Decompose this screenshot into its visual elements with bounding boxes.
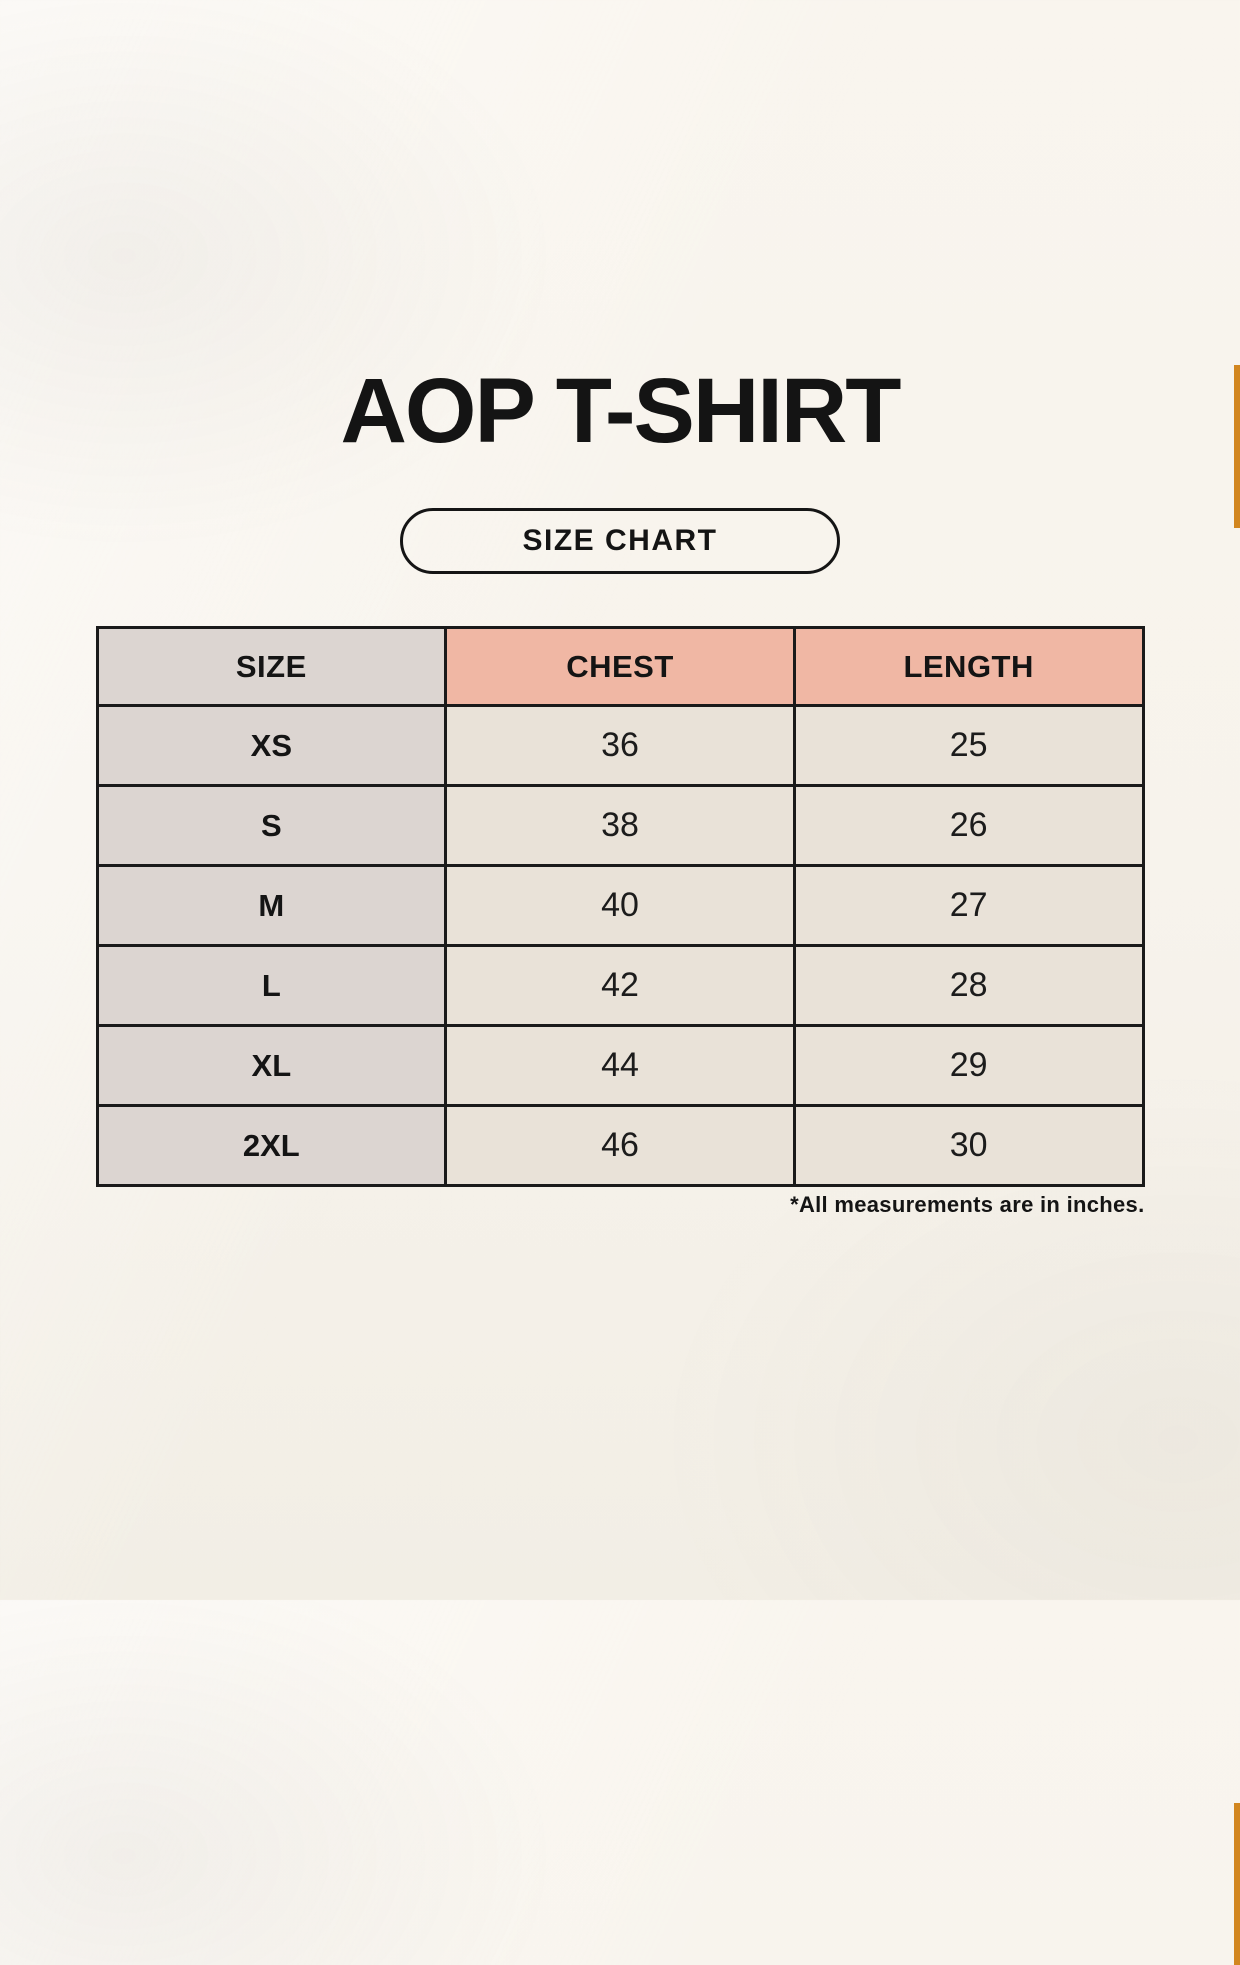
- length-value: 29: [792, 1024, 1145, 1107]
- page-title: AOP T-SHIRT: [340, 360, 901, 462]
- accent-stripe-top: [1234, 365, 1240, 528]
- size-label: XL: [95, 1024, 448, 1107]
- chest-value: 42: [444, 944, 796, 1027]
- column-header-length: LENGTH: [792, 626, 1145, 707]
- length-value: 25: [792, 704, 1145, 787]
- size-chart-badge[interactable]: SIZE CHART: [400, 508, 840, 574]
- size-label: S: [95, 784, 448, 867]
- size-label: XS: [95, 704, 448, 787]
- chest-value: 36: [444, 704, 796, 787]
- table-row: S 38 26: [95, 784, 1145, 867]
- measurements-footnote: *All measurements are in inches.: [790, 1192, 1145, 1217]
- chest-value: 46: [444, 1104, 796, 1187]
- size-label: L: [95, 944, 448, 1027]
- chest-value: 40: [444, 864, 796, 947]
- table-header-row: SIZE CHEST LENGTH: [95, 626, 1145, 707]
- size-label: 2XL: [95, 1104, 448, 1187]
- length-value: 30: [792, 1104, 1145, 1187]
- table-row: M 40 27: [95, 864, 1145, 947]
- column-header-size: SIZE: [95, 626, 448, 707]
- length-value: 27: [792, 864, 1145, 947]
- length-value: 26: [792, 784, 1145, 867]
- size-chart-page: AOP T-SHIRT SIZE CHART SIZE CHEST LENGTH…: [0, 360, 1240, 1965]
- table-row: XS 36 25: [95, 704, 1145, 787]
- size-chart-badge-label: SIZE CHART: [522, 524, 718, 557]
- table-row: XL 44 29: [95, 1024, 1145, 1107]
- chest-value: 38: [444, 784, 796, 867]
- size-label: M: [95, 864, 448, 947]
- length-value: 28: [792, 944, 1145, 1027]
- accent-stripe-bottom: [1234, 1803, 1240, 1965]
- table-row: 2XL 46 30: [95, 1104, 1145, 1187]
- table-row: L 42 28: [95, 944, 1145, 1027]
- column-header-chest: CHEST: [444, 626, 796, 707]
- size-table: SIZE CHEST LENGTH XS 36 25 S 38 26 M 40 …: [95, 626, 1145, 1187]
- chest-value: 44: [444, 1024, 796, 1107]
